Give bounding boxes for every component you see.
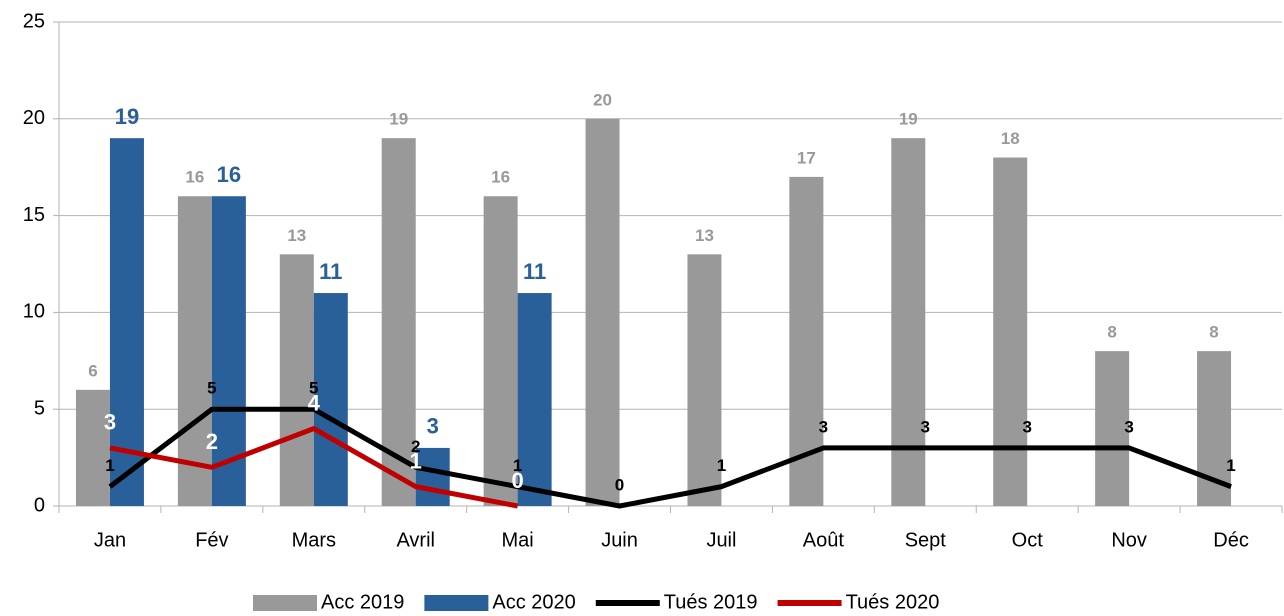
data-label: 11 xyxy=(319,259,342,284)
bar xyxy=(109,138,144,506)
y-tick-label: 15 xyxy=(23,204,45,226)
x-tick-label: Sept xyxy=(905,529,947,551)
legend-swatch xyxy=(424,595,489,611)
data-label: 3 xyxy=(104,410,116,435)
data-label: 13 xyxy=(287,226,306,245)
data-label: 11 xyxy=(523,259,546,284)
line xyxy=(109,426,519,509)
bar xyxy=(891,138,926,506)
bar xyxy=(687,254,722,506)
data-label: 3 xyxy=(819,417,828,436)
bar xyxy=(279,254,314,506)
line xyxy=(108,406,1232,509)
data-label: 16 xyxy=(217,162,241,187)
bar xyxy=(1095,351,1130,506)
x-tick-label: Déc xyxy=(1213,529,1249,551)
data-label: 3 xyxy=(1124,417,1133,436)
x-tick-label: Jan xyxy=(94,529,126,551)
data-label: 5 xyxy=(309,379,318,398)
x-tick-label: Oct xyxy=(1012,529,1044,551)
x-tick-label: Juin xyxy=(601,529,638,551)
data-label: 19 xyxy=(389,110,408,129)
y-tick-label: 20 xyxy=(23,107,45,129)
legend-label: Acc 2020 xyxy=(492,591,575,613)
data-label: 8 xyxy=(1209,323,1218,342)
data-label: 16 xyxy=(491,168,510,187)
data-label: 5 xyxy=(207,379,216,398)
data-label: 1 xyxy=(513,456,522,475)
data-label: 1 xyxy=(105,456,114,475)
legend-label: Tués 2019 xyxy=(664,591,758,613)
data-label: 18 xyxy=(1001,129,1020,148)
bar xyxy=(585,118,620,507)
data-label: 3 xyxy=(427,414,439,439)
x-tick-label: Août xyxy=(803,529,845,551)
bar xyxy=(415,447,450,506)
bar xyxy=(993,157,1028,506)
data-label: 4 xyxy=(308,390,321,415)
legend-label: Acc 2019 xyxy=(321,591,404,613)
data-label: 8 xyxy=(1107,323,1116,342)
data-label: 16 xyxy=(185,168,204,187)
data-label: 19 xyxy=(115,104,139,129)
data-label: 1 xyxy=(1226,456,1235,475)
bar xyxy=(75,389,110,506)
data-label: 0 xyxy=(615,475,624,494)
data-label: 19 xyxy=(899,110,918,129)
x-tick-label: Avril xyxy=(396,529,435,551)
data-label: 0 xyxy=(512,468,524,493)
x-tick-label: Mars xyxy=(292,529,336,551)
data-label: 2 xyxy=(206,429,218,454)
data-label: 3 xyxy=(921,417,930,436)
data-label: 3 xyxy=(1022,417,1031,436)
data-label: 2 xyxy=(411,437,420,456)
bar xyxy=(381,138,416,506)
data-label: 1 xyxy=(717,456,726,475)
bar xyxy=(517,293,552,506)
bar xyxy=(483,196,518,507)
x-tick-label: Mai xyxy=(502,529,534,551)
data-label: 13 xyxy=(695,226,714,245)
x-tick-label: Juil xyxy=(706,529,736,551)
data-label: 17 xyxy=(797,148,816,167)
data-label: 20 xyxy=(593,90,612,109)
bar xyxy=(177,196,212,507)
bar xyxy=(313,293,348,506)
data-label: 1 xyxy=(410,448,422,473)
x-tick-label: Fév xyxy=(195,529,228,551)
data-label: 6 xyxy=(88,361,97,380)
legend-swatch xyxy=(253,595,317,611)
y-tick-label: 25 xyxy=(23,10,45,32)
legend-label: Tués 2020 xyxy=(846,591,940,613)
y-tick-label: 0 xyxy=(34,494,45,516)
y-tick-label: 5 xyxy=(34,397,45,419)
x-tick-label: Nov xyxy=(1111,529,1147,551)
y-tick-label: 10 xyxy=(23,301,45,323)
